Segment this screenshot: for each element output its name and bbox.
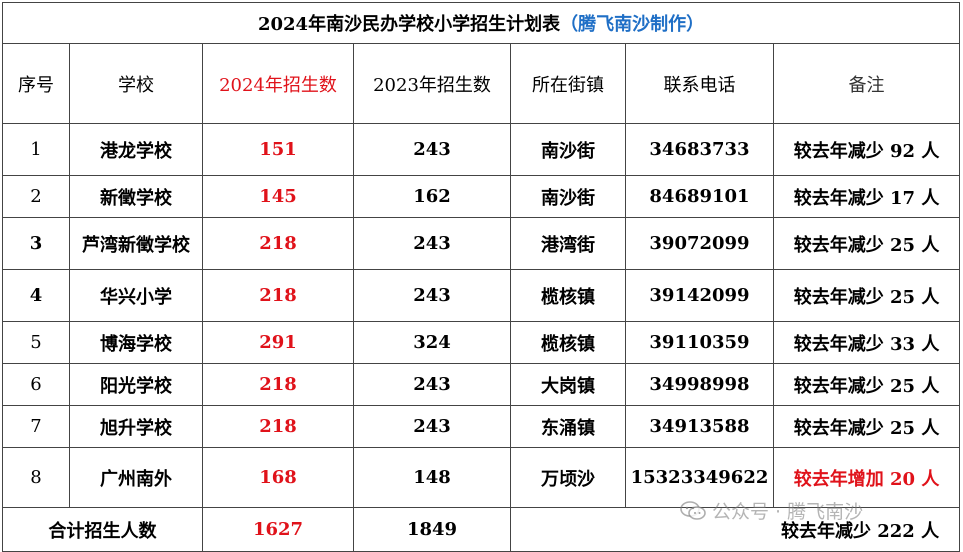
- cell-note: 较去年减少 92 人: [772, 123, 961, 176]
- cell-school: 阳光学校: [69, 363, 203, 406]
- header-school: 学校: [69, 43, 203, 124]
- table-title: 2024年南沙民办学校小学招生计划表（腾飞南沙制作）: [1, 2, 961, 44]
- cell-phone: 84689101: [625, 175, 774, 218]
- cell-school: 广州南外: [69, 447, 203, 508]
- cell-town: 榄核镇: [510, 321, 626, 364]
- cell-town: 南沙街: [510, 123, 626, 176]
- cell-no: 4: [2, 269, 70, 322]
- cell-note: 较去年减少 25 人: [772, 405, 961, 448]
- cell-phone: 39110359: [625, 321, 774, 364]
- cell-2023: 243: [353, 269, 511, 322]
- cell-note: 较去年减少 25 人: [772, 269, 961, 322]
- table-row: 7 旭升学校 218 243 东涌镇 34913588 较去年减少 25 人: [2, 405, 961, 448]
- cell-2024: 291: [202, 321, 354, 364]
- cell-no: 8: [2, 447, 70, 508]
- cell-no: 6: [2, 363, 70, 406]
- cell-note: 较去年减少 17 人: [772, 175, 961, 218]
- cell-town: 港湾街: [510, 217, 626, 270]
- cell-no: 3: [2, 217, 70, 270]
- cell-2024: 145: [202, 175, 354, 218]
- header-town: 所在街镇: [510, 43, 626, 124]
- cell-2023: 243: [353, 123, 511, 176]
- table-row: 6 阳光学校 218 243 大岗镇 34998998 较去年减少 25 人: [2, 363, 961, 406]
- cell-2023: 243: [353, 405, 511, 448]
- table-row: 1 港龙学校 151 243 南沙街 34683733 较去年减少 92 人: [2, 123, 961, 176]
- cell-2024: 218: [202, 405, 354, 448]
- header-2023: 2023年招生数: [353, 43, 511, 124]
- table-row: 2 新徵学校 145 162 南沙街 84689101 较去年减少 17 人: [2, 175, 961, 218]
- header-note: 备注: [772, 43, 961, 124]
- cell-2023: 324: [353, 321, 511, 364]
- table-row: 3 芦湾新徵学校 218 243 港湾街 39072099 较去年减少 25 人: [2, 217, 961, 270]
- cell-phone: 15323349622: [625, 447, 774, 508]
- header-phone: 联系电话: [625, 43, 774, 124]
- cell-school: 华兴小学: [69, 269, 203, 322]
- cell-school: 旭升学校: [69, 405, 203, 448]
- title-main: 2024年南沙民办学校小学招生计划表: [257, 14, 561, 35]
- total-note: 较去年减少 222 人: [509, 507, 961, 552]
- cell-phone: 34998998: [625, 363, 774, 406]
- cell-no: 5: [2, 321, 70, 364]
- total-row: 合计招生人数 1627 1849 较去年减少 222 人: [2, 507, 961, 552]
- cell-school: 博海学校: [69, 321, 203, 364]
- cell-town: 榄核镇: [510, 269, 626, 322]
- cell-phone: 34913588: [625, 405, 774, 448]
- cell-note: 较去年减少 33 人: [772, 321, 961, 364]
- cell-2023: 162: [353, 175, 511, 218]
- cell-school: 新徵学校: [69, 175, 203, 218]
- cell-2024: 168: [202, 447, 354, 508]
- cell-2024: 218: [202, 269, 354, 322]
- cell-town: 东涌镇: [510, 405, 626, 448]
- cell-2024: 218: [202, 363, 354, 406]
- cell-town: 大岗镇: [510, 363, 626, 406]
- title-row: 2024年南沙民办学校小学招生计划表（腾飞南沙制作）: [1, 2, 961, 44]
- cell-school: 港龙学校: [69, 123, 203, 176]
- cell-note: 较去年减少 25 人: [772, 363, 961, 406]
- title-credit: （腾飞南沙制作）: [560, 14, 705, 35]
- cell-phone: 39142099: [625, 269, 774, 322]
- cell-note: 较去年减少 25 人: [772, 217, 961, 270]
- total-2024: 1627: [202, 507, 354, 552]
- cell-2023: 148: [353, 447, 511, 508]
- table-row: 4 华兴小学 218 243 榄核镇 39142099 较去年减少 25 人: [2, 269, 961, 322]
- header-2024: 2024年招生数: [202, 43, 354, 124]
- cell-2024: 218: [202, 217, 354, 270]
- cell-no: 2: [2, 175, 70, 218]
- cell-school: 芦湾新徵学校: [69, 217, 203, 270]
- cell-no: 1: [2, 123, 70, 176]
- cell-2024: 151: [202, 123, 354, 176]
- table-row: 5 博海学校 291 324 榄核镇 39110359 较去年减少 33 人: [2, 321, 961, 364]
- cell-town: 万顷沙: [510, 447, 626, 508]
- total-label: 合计招生人数: [2, 507, 203, 552]
- cell-note: 较去年增加 20 人: [772, 447, 961, 508]
- table-row: 8 广州南外 168 148 万顷沙 15323349622 较去年增加 20 …: [2, 447, 961, 508]
- cell-no: 7: [2, 405, 70, 448]
- cell-phone: 39072099: [625, 217, 774, 270]
- total-2023: 1849: [353, 507, 511, 552]
- cell-town: 南沙街: [510, 175, 626, 218]
- cell-phone: 34683733: [625, 123, 774, 176]
- header-no: 序号: [2, 43, 70, 124]
- cell-2023: 243: [353, 363, 511, 406]
- header-row: 序号 学校 2024年招生数 2023年招生数 所在街镇 联系电话 备注: [2, 43, 961, 124]
- cell-2023: 243: [353, 217, 511, 270]
